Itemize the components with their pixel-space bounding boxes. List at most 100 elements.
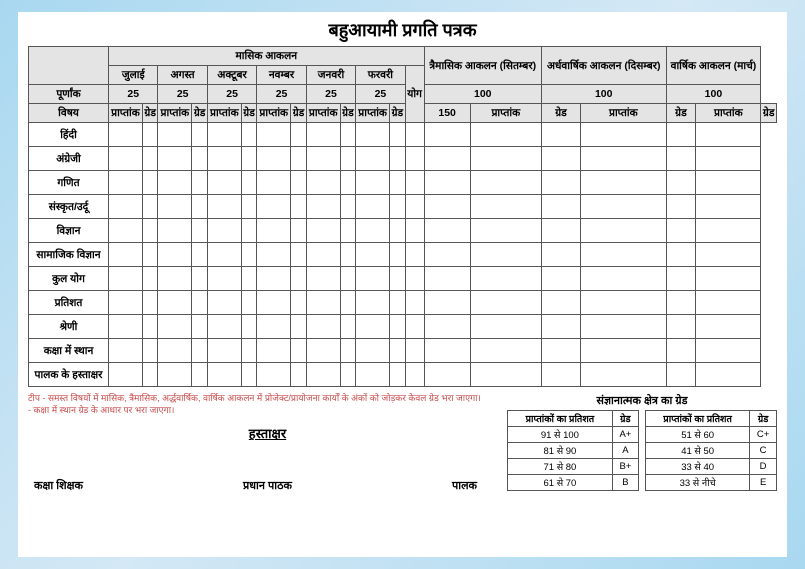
data-cell — [207, 147, 241, 171]
hdr-grade: ग्रेड — [541, 104, 580, 123]
data-cell — [666, 291, 696, 315]
data-cell — [257, 219, 291, 243]
data-cell — [696, 195, 761, 219]
data-cell — [696, 363, 761, 387]
data-cell — [291, 195, 307, 219]
data-cell — [257, 243, 291, 267]
data-cell — [581, 123, 666, 147]
grade-table-2: प्राप्तांकों का प्रतिशतग्रेड 51 से 60C+4… — [645, 410, 777, 491]
grade-range: 33 से नीचे — [646, 475, 750, 491]
data-cell — [241, 171, 257, 195]
data-cell — [424, 339, 470, 363]
data-cell — [142, 291, 158, 315]
footer: टीप - समस्त विषयों में मासिक, त्रैमासिक,… — [28, 393, 777, 493]
data-cell — [192, 291, 208, 315]
data-cell — [291, 147, 307, 171]
data-cell — [666, 315, 696, 339]
hdr-150: 150 — [424, 104, 470, 123]
data-cell — [581, 219, 666, 243]
data-cell — [424, 315, 470, 339]
grade-range: 71 से 80 — [508, 459, 613, 475]
data-cell — [158, 339, 192, 363]
data-cell — [470, 339, 541, 363]
subject-label: सामाजिक विज्ञान — [29, 243, 109, 267]
data-cell — [470, 123, 541, 147]
data-cell — [470, 291, 541, 315]
data-cell — [356, 195, 390, 219]
data-cell — [405, 123, 424, 147]
data-cell — [666, 147, 696, 171]
data-cell — [340, 243, 356, 267]
data-cell — [470, 363, 541, 387]
data-cell — [424, 243, 470, 267]
data-cell — [207, 267, 241, 291]
data-cell — [581, 291, 666, 315]
data-cell — [158, 195, 192, 219]
hdr-month: अक्टूबर — [207, 66, 256, 85]
data-cell — [541, 195, 580, 219]
hdr-month: जुलाई — [109, 66, 158, 85]
data-cell — [696, 171, 761, 195]
data-cell — [405, 195, 424, 219]
data-cell — [257, 171, 291, 195]
data-cell — [390, 291, 406, 315]
data-cell — [192, 267, 208, 291]
data-cell — [541, 315, 580, 339]
data-cell — [158, 219, 192, 243]
note-line: - कक्षा में स्थान ग्रेड के आधार पर भरा ज… — [28, 405, 507, 417]
data-cell — [356, 171, 390, 195]
hdr-max: 25 — [109, 85, 158, 104]
data-cell — [581, 315, 666, 339]
data-cell — [696, 219, 761, 243]
data-cell — [340, 219, 356, 243]
data-cell — [192, 219, 208, 243]
data-cell — [424, 147, 470, 171]
hdr-month: अगस्त — [158, 66, 207, 85]
grade-range: 51 से 60 — [646, 427, 750, 443]
hdr-yearly: वार्षिक आकलन (मार्च) — [666, 47, 761, 85]
subject-label: हिंदी — [29, 123, 109, 147]
data-cell — [405, 243, 424, 267]
data-cell — [158, 243, 192, 267]
grade-letter: A — [612, 443, 638, 459]
data-cell — [241, 267, 257, 291]
data-cell — [340, 339, 356, 363]
data-cell — [340, 123, 356, 147]
data-cell — [109, 171, 143, 195]
data-cell — [142, 363, 158, 387]
sign-row: कक्षा शिक्षक प्रधान पाठक पालक — [28, 478, 507, 493]
hdr-month: नवम्बर — [257, 66, 306, 85]
data-cell — [424, 195, 470, 219]
data-cell — [356, 291, 390, 315]
grade-range: 81 से 90 — [508, 443, 613, 459]
hdr-grade: ग्रेड — [666, 104, 696, 123]
data-cell — [390, 171, 406, 195]
data-cell — [666, 243, 696, 267]
data-cell — [257, 339, 291, 363]
hdr-month: फरवरी — [356, 66, 405, 85]
data-cell — [241, 219, 257, 243]
data-cell — [306, 123, 340, 147]
hdr-grade: ग्रेड — [142, 104, 158, 123]
data-cell — [356, 267, 390, 291]
grade-letter: B — [612, 475, 638, 491]
data-cell — [142, 219, 158, 243]
grade-range: 91 से 100 — [508, 427, 613, 443]
data-cell — [192, 123, 208, 147]
data-cell — [158, 363, 192, 387]
data-cell — [207, 219, 241, 243]
data-cell — [306, 339, 340, 363]
data-cell — [405, 315, 424, 339]
subject-label: कुल योग — [29, 267, 109, 291]
hdr-quarterly: त्रैमासिक आकलन (सितम्बर) — [424, 47, 541, 85]
data-cell — [192, 195, 208, 219]
data-cell — [291, 171, 307, 195]
data-cell — [192, 171, 208, 195]
data-cell — [158, 147, 192, 171]
hdr-grade: ग्रेड — [192, 104, 208, 123]
data-cell — [470, 147, 541, 171]
subject-label: संस्कृत/उर्दू — [29, 195, 109, 219]
data-cell — [424, 171, 470, 195]
data-cell — [142, 195, 158, 219]
data-cell — [291, 123, 307, 147]
